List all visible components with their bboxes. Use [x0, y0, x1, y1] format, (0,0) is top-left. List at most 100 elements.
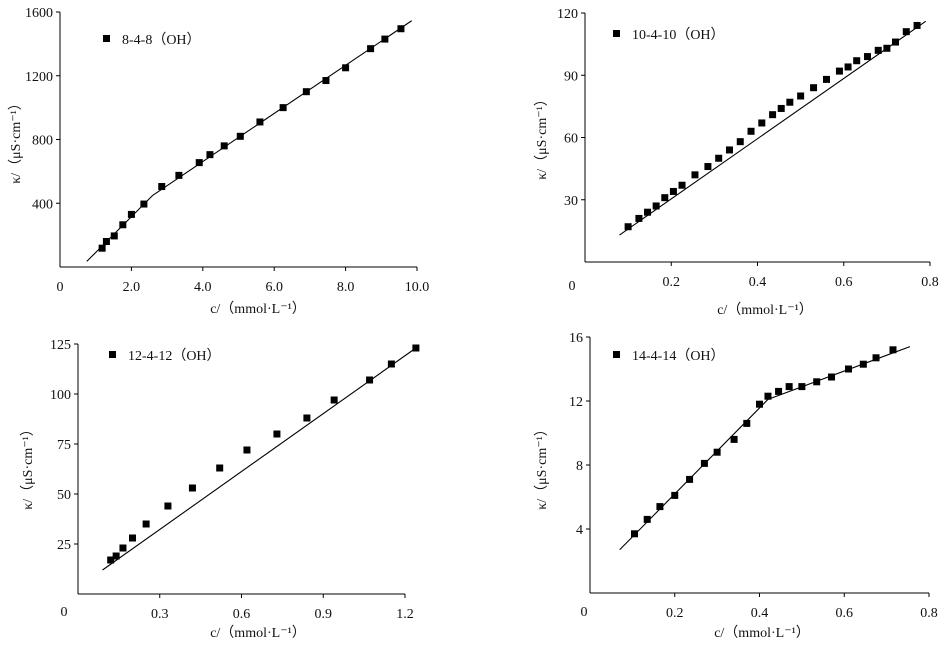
data-point — [730, 435, 738, 443]
y-tick-label: 120 — [557, 7, 578, 22]
panel-14-4-14: 14-4-14（OH） c/（mmol·L⁻¹） κ/（μS·cm⁻¹） 0 0… — [534, 331, 938, 641]
data-point — [892, 38, 899, 46]
data-point — [216, 464, 224, 472]
data-point — [206, 151, 214, 159]
origin-label: 0 — [569, 279, 576, 294]
data-point — [777, 104, 785, 112]
x-tick-label: 0.8 — [920, 606, 938, 621]
data-point — [140, 200, 148, 208]
data-point — [844, 365, 852, 373]
data-point — [256, 118, 264, 126]
data-point — [700, 459, 708, 467]
y-tick-label: 25 — [57, 538, 71, 553]
data-point — [671, 491, 679, 499]
data-point — [813, 378, 821, 386]
fit-line — [619, 20, 927, 236]
data-point — [412, 344, 420, 352]
data-point — [810, 84, 818, 92]
x-tick-label: 0.2 — [663, 275, 681, 290]
y-axis-title: κ/（μS·cm⁻¹） — [534, 92, 550, 180]
y-tick-label: 75 — [57, 438, 71, 453]
data-point — [158, 183, 166, 191]
data-point — [736, 138, 744, 146]
data-point — [164, 502, 172, 510]
panel-8-4-8: 8-4-8（OH） c/（mmol·L⁻¹） κ/（μS·cm⁻¹） 0 2.0… — [8, 6, 429, 317]
data-point — [691, 171, 699, 179]
data-point — [302, 88, 310, 96]
data-point — [785, 383, 793, 391]
panel-10-4-10: 10-4-10（OH） c/（mmol·L⁻¹） κ/（μS·cm⁻¹） 0 0… — [534, 7, 939, 318]
legend-marker — [109, 351, 116, 358]
y-tick-label: 100 — [50, 388, 71, 403]
data-point — [669, 187, 677, 195]
y-tick-label: 30 — [564, 194, 578, 209]
x-tick-label: 0.8 — [921, 275, 939, 290]
x-tick-label: 0.3 — [151, 607, 169, 622]
data-point — [387, 360, 395, 368]
y-tick-label: 90 — [564, 69, 578, 84]
panel-12-4-12: 12-4-12（OH） c/（mmol·L⁻¹） κ/（μS·cm⁻¹） 0 0… — [20, 338, 420, 641]
data-point — [758, 119, 766, 127]
data-point — [110, 232, 118, 240]
x-tick-label: 2.0 — [123, 280, 141, 295]
y-tick-label: 8 — [576, 459, 583, 474]
x-tick-label: 0.6 — [233, 607, 251, 622]
data-point — [902, 28, 910, 36]
origin-label: 0 — [581, 605, 588, 620]
data-point — [243, 446, 251, 454]
data-point — [630, 530, 638, 538]
data-point — [129, 534, 136, 542]
legend-label: 8-4-8（OH） — [122, 32, 201, 48]
data-point — [872, 354, 880, 362]
data-point — [644, 208, 652, 216]
legend-label: 12-4-12（OH） — [128, 348, 221, 364]
x-tick-label: 0.2 — [666, 606, 684, 621]
x-tick-label: 0.9 — [315, 607, 333, 622]
data-point — [713, 448, 721, 456]
data-point — [661, 194, 669, 202]
data-point — [797, 92, 805, 100]
y-axis-title: κ/（μS·cm⁻¹） — [20, 422, 36, 510]
data-point — [764, 392, 772, 400]
data-point — [859, 360, 867, 368]
y-tick-label: 400 — [32, 197, 53, 212]
y-tick-label: 800 — [32, 134, 53, 149]
x-tick-label: 0.6 — [836, 606, 854, 621]
x-tick-label: 0.4 — [751, 606, 769, 621]
origin-label: 0 — [61, 605, 68, 620]
y-tick-label: 50 — [57, 488, 71, 503]
data-point — [119, 544, 127, 552]
legend-marker — [103, 35, 110, 42]
data-point — [883, 44, 891, 52]
data-point — [303, 414, 311, 422]
data-point — [322, 77, 330, 85]
data-point — [743, 419, 751, 427]
data-point — [786, 98, 794, 106]
data-point — [279, 104, 287, 112]
data-point — [102, 238, 110, 245]
data-point — [656, 503, 664, 511]
data-point — [853, 57, 861, 65]
x-tick-label: 10.0 — [405, 280, 430, 295]
y-axis-title: κ/（μS·cm⁻¹） — [534, 422, 550, 510]
data-point — [835, 67, 843, 75]
data-point — [775, 387, 783, 395]
data-point — [188, 484, 196, 492]
x-tick-label: 4.0 — [194, 280, 212, 295]
legend-label: 14-4-14（OH） — [632, 348, 725, 364]
data-point — [175, 171, 183, 179]
x-tick-label: 0.6 — [835, 275, 853, 290]
x-tick-label: 0.4 — [749, 275, 767, 290]
data-point — [273, 430, 281, 438]
data-point — [823, 75, 830, 83]
data-point — [342, 64, 350, 72]
fit-line — [619, 399, 769, 551]
data-point — [715, 154, 723, 162]
data-point — [98, 244, 106, 252]
data-point — [913, 21, 921, 29]
data-point — [397, 25, 405, 33]
data-point — [635, 214, 643, 222]
data-point — [330, 396, 338, 404]
x-axis-title: c/（mmol·L⁻¹） — [210, 625, 306, 641]
